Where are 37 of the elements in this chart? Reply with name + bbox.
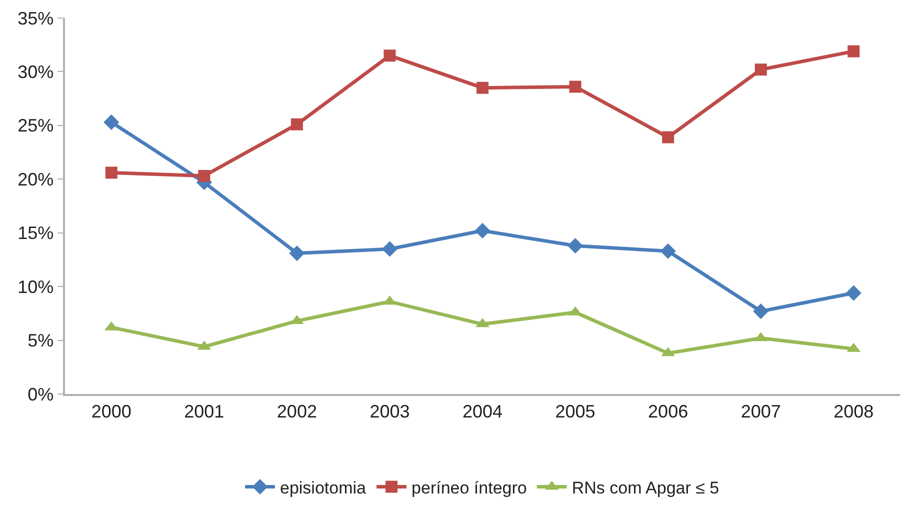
point: [567, 238, 584, 254]
point: [476, 82, 488, 94]
y-tick-label: 35%: [18, 8, 54, 28]
legend-label: episiotomia: [280, 478, 367, 498]
point: [848, 45, 860, 58]
point: [104, 114, 120, 130]
x-tick-label: 2006: [648, 401, 688, 422]
point: [289, 245, 305, 262]
y-tick-label: 20%: [18, 169, 54, 190]
legend-label: RNs com Apgar ≤ 5: [572, 478, 720, 498]
x-tick-label: 2001: [184, 401, 224, 422]
point: [662, 131, 674, 144]
x-tick-label: 2005: [555, 401, 596, 422]
y-tick-label: 10%: [18, 276, 54, 297]
x-tick-label: 2007: [740, 401, 781, 422]
point: [105, 166, 118, 179]
y-tick-label: 5%: [28, 330, 54, 351]
point: [474, 222, 490, 239]
point: [753, 303, 769, 320]
point: [290, 118, 303, 130]
y-tick-label: 0%: [28, 384, 54, 404]
point: [846, 285, 862, 301]
point: [754, 64, 767, 76]
y-tick-label: 15%: [18, 223, 54, 244]
x-tick-label: 2008: [834, 401, 874, 422]
point: [382, 241, 398, 257]
x-tick-label: 2000: [91, 401, 132, 422]
point: [198, 170, 210, 182]
point: [384, 50, 396, 62]
x-tick-label: 2002: [276, 401, 317, 422]
legend-label: períneo íntegro: [412, 478, 527, 498]
x-tick-label: 2003: [370, 401, 410, 422]
y-tick-label: 25%: [18, 116, 54, 136]
x-tick-label: 2004: [462, 401, 503, 422]
point: [660, 243, 676, 259]
y-tick-label: 30%: [18, 62, 54, 82]
point: [569, 80, 582, 93]
